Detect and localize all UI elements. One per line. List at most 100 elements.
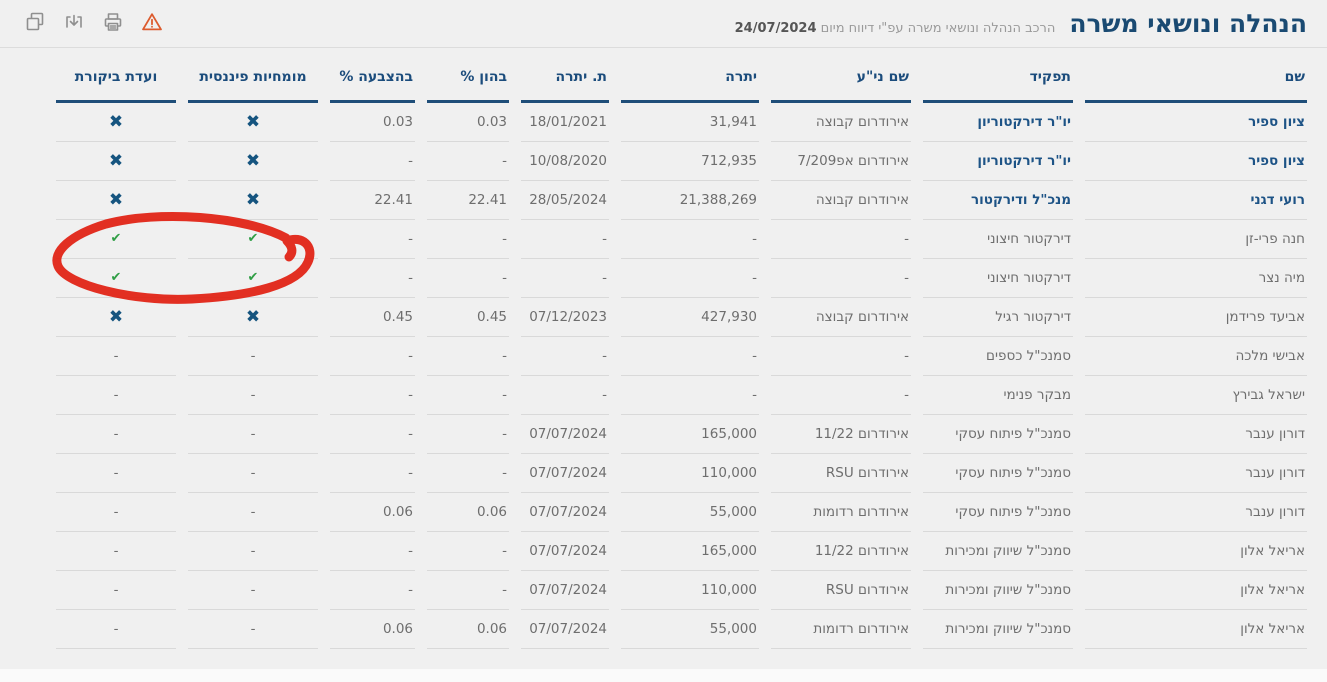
balance-value: - [621, 259, 759, 298]
pct-voting: - [330, 376, 415, 415]
financial-expertise-mark-x: ✖ [188, 103, 318, 142]
financial-expertise-mark-check: ✔ [188, 220, 318, 259]
pct-voting: - [330, 259, 415, 298]
officer-role[interactable]: יו"ר דירקטוריון [923, 142, 1073, 181]
audit-committee-mark: - [56, 454, 176, 493]
table-header-row: שם תפקיד שם ני"ע יתרה ת. יתרה בהון % בהצ… [56, 50, 1307, 103]
balance-date: 28/05/2024 [521, 181, 609, 220]
pct-capital: - [427, 415, 509, 454]
officer-role: סמנכ"ל שיווק ומכירות [923, 571, 1073, 610]
pct-capital: - [427, 337, 509, 376]
balance-date: 07/07/2024 [521, 493, 609, 532]
officer-role[interactable]: יו"ר דירקטוריון [923, 103, 1073, 142]
officer-name: אבישי מלכה [1085, 337, 1307, 376]
table-row: ישראל גבירץ מבקר פנימי - - - - - - - [56, 376, 1307, 415]
col-header-audit-committee: ועדת ביקורת [56, 50, 176, 103]
officer-role[interactable]: מנכ"ל ודירקטור [923, 181, 1073, 220]
financial-expertise-mark-x: ✖ [188, 142, 318, 181]
balance-value: 110,000 [621, 571, 759, 610]
security-name: אירודרום קבוצה [771, 103, 911, 142]
warning-icon[interactable] [137, 8, 167, 36]
pct-capital: 0.03 [427, 103, 509, 142]
pct-capital: - [427, 454, 509, 493]
balance-date: 07/07/2024 [521, 415, 609, 454]
col-header-name: שם [1085, 50, 1307, 103]
balance-value: 31,941 [621, 103, 759, 142]
audit-committee-mark-x: ✖ [56, 142, 176, 181]
col-header-financial-expertise: מומחיות פיננסית [188, 50, 318, 103]
table-row: ציון ספיר יו"ר דירקטוריון אירודרום קבוצה… [56, 103, 1307, 142]
audit-committee-mark: - [56, 493, 176, 532]
audit-committee-mark-check: ✔ [56, 220, 176, 259]
audit-committee-mark: - [56, 376, 176, 415]
print-icon[interactable] [98, 8, 128, 36]
officers-table: שם תפקיד שם ני"ע יתרה ת. יתרה בהון % בהצ… [44, 50, 1319, 649]
officer-role: דירקטור חיצוני [923, 259, 1073, 298]
table-row: דורון ענבר סמנכ"ל פיתוח עסקי אירודרום רד… [56, 493, 1307, 532]
table-row: אבישי מלכה סמנכ"ל כספים - - - - - - - [56, 337, 1307, 376]
financial-expertise-mark-x: ✖ [188, 298, 318, 337]
balance-value: - [621, 337, 759, 376]
audit-committee-mark-x: ✖ [56, 298, 176, 337]
pct-voting: - [330, 454, 415, 493]
security-name: - [771, 337, 911, 376]
copy-icon[interactable] [20, 8, 50, 36]
officer-name: אריאל אלון [1085, 532, 1307, 571]
download-icon[interactable] [59, 8, 89, 36]
officer-role: דירקטור רגיל [923, 298, 1073, 337]
officer-name: אריאל אלון [1085, 610, 1307, 649]
table-body: ציון ספיר יו"ר דירקטוריון אירודרום קבוצה… [56, 103, 1307, 649]
balance-value: 55,000 [621, 493, 759, 532]
audit-committee-mark-check: ✔ [56, 259, 176, 298]
col-header-pct-capital: בהון % [427, 50, 509, 103]
financial-expertise-mark-x: ✖ [188, 181, 318, 220]
officer-role: דירקטור חיצוני [923, 220, 1073, 259]
officer-name[interactable]: ציון ספיר [1085, 142, 1307, 181]
table-row: אריאל אלון סמנכ"ל שיווק ומכירות אירודרום… [56, 610, 1307, 649]
pct-capital: 22.41 [427, 181, 509, 220]
col-header-pct-voting: בהצבעה % [330, 50, 415, 103]
balance-value: 165,000 [621, 532, 759, 571]
security-name: אירודרום רדומות [771, 493, 911, 532]
balance-date: 07/07/2024 [521, 532, 609, 571]
pct-capital: - [427, 571, 509, 610]
audit-committee-mark-x: ✖ [56, 103, 176, 142]
balance-value: 110,000 [621, 454, 759, 493]
security-name: אירודרום קבוצה [771, 298, 911, 337]
balance-date: 18/01/2021 [521, 103, 609, 142]
col-header-security: שם ני"ע [771, 50, 911, 103]
security-name: אירודרום 11/22 [771, 415, 911, 454]
table-row: אביעד פרידמן דירקטור רגיל אירודרום קבוצה… [56, 298, 1307, 337]
balance-value: 165,000 [621, 415, 759, 454]
balance-value: - [621, 376, 759, 415]
security-name: - [771, 376, 911, 415]
officer-role: סמנכ"ל פיתוח עסקי [923, 493, 1073, 532]
officer-name: אביעד פרידמן [1085, 298, 1307, 337]
officer-name: חנה פרי-זן [1085, 220, 1307, 259]
balance-value: 55,000 [621, 610, 759, 649]
page-title: הנהלה ונושאי משרה [1069, 9, 1307, 38]
officer-name: דורון ענבר [1085, 493, 1307, 532]
balance-date: - [521, 376, 609, 415]
financial-expertise-mark: - [188, 532, 318, 571]
officer-role: סמנכ"ל שיווק ומכירות [923, 532, 1073, 571]
audit-committee-mark: - [56, 571, 176, 610]
security-name: אירודרום RSU [771, 454, 911, 493]
security-name: אירודרום RSU [771, 571, 911, 610]
balance-date: 07/07/2024 [521, 571, 609, 610]
page-header: הנהלה ונושאי משרה הרכב הנהלה ונושאי משרה… [0, 0, 1327, 38]
officer-name: דורון ענבר [1085, 454, 1307, 493]
security-name: - [771, 220, 911, 259]
report-date: 24/07/2024 [734, 21, 817, 36]
col-header-balance-date: ת. יתרה [521, 50, 609, 103]
financial-expertise-mark: - [188, 571, 318, 610]
officer-name[interactable]: רועי דגני [1085, 181, 1307, 220]
pct-capital: - [427, 142, 509, 181]
officer-name[interactable]: ציון ספיר [1085, 103, 1307, 142]
security-name: אירודרום אפ7/209 [771, 142, 911, 181]
table-row: דורון ענבר סמנכ"ל פיתוח עסקי אירודרום RS… [56, 454, 1307, 493]
pct-voting: 0.45 [330, 298, 415, 337]
officer-name: אריאל אלון [1085, 571, 1307, 610]
security-name: - [771, 259, 911, 298]
